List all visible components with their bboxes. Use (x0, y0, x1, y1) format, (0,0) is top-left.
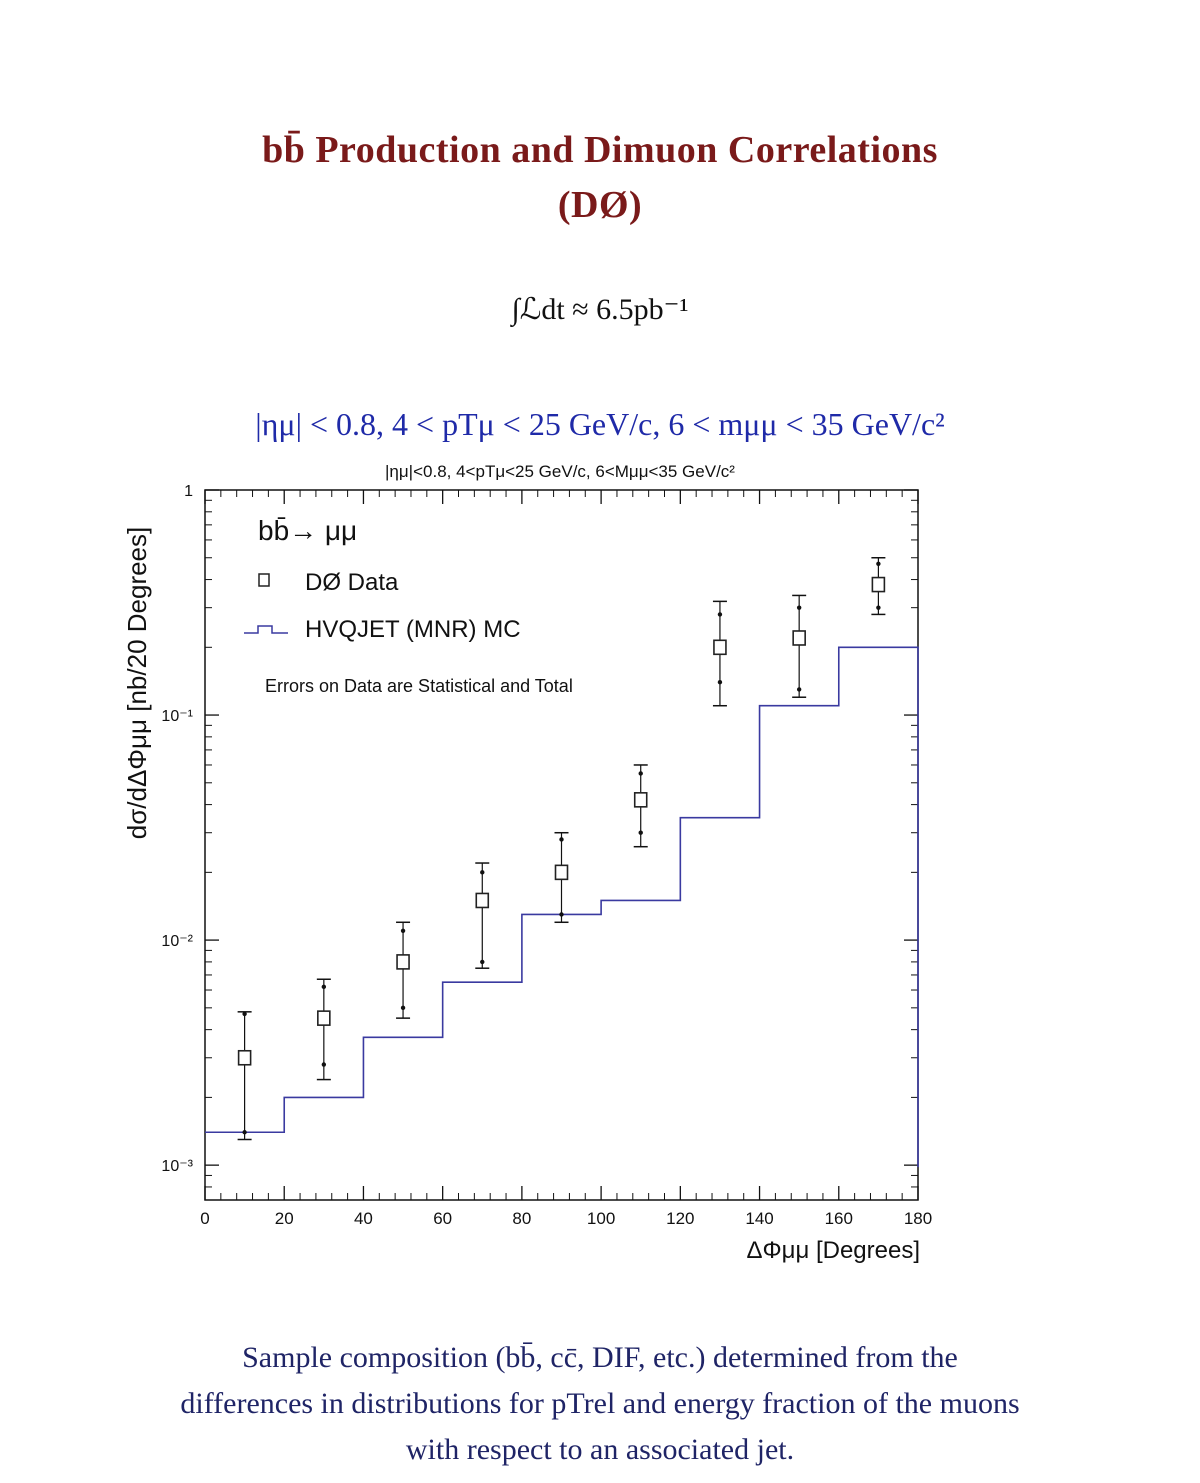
data-marker (792, 630, 806, 646)
data-marker (237, 1049, 252, 1066)
data-series (237, 556, 886, 1141)
stat-error-low-mark (638, 830, 643, 835)
legend-mc-label: HVQJET (MNR) MC (305, 616, 521, 643)
stat-error-low-mark (321, 1062, 327, 1067)
stat-error-high-mark (638, 771, 643, 776)
x-axis-label: ΔΦμμ [Degrees] (746, 1237, 920, 1264)
x-tick-label: 80 (512, 1209, 531, 1228)
x-tick-label: 120 (666, 1209, 694, 1228)
y-axis: 1 10⁻¹ 10⁻² 10⁻³ (161, 483, 918, 1201)
legend-data-marker (258, 573, 270, 587)
stat-error-low-mark (400, 1005, 406, 1011)
y-tick-label: 1 (184, 483, 193, 500)
data-point (316, 978, 331, 1081)
mc-histogram-line (205, 646, 919, 1168)
page-title-line2: (DØ) (557, 184, 643, 226)
data-point (475, 862, 490, 969)
y-tick-label: 10⁻² (161, 933, 193, 950)
stat-error-high-mark (796, 605, 802, 610)
chart-title: |ημ|<0.8, 4<pTμ<25 GeV/c, 6<Mμμ<35 GeV/c… (385, 462, 735, 481)
x-tick-label: 20 (275, 1209, 294, 1228)
caption-line3: with respect to an associated jet. (405, 1433, 795, 1466)
mc-histogram (205, 646, 919, 1168)
y-axis-label: dσ/dΔΦμμ [nb/20 Degrees] (122, 527, 152, 840)
caption: Sample composition (bb̄, cc̄, DIF, etc.)… (60, 1335, 1140, 1473)
stat-error-high-mark (559, 837, 564, 842)
stat-error-low-mark (242, 1130, 247, 1135)
stat-error-low-mark (559, 912, 564, 917)
x-tick-label: 60 (433, 1209, 452, 1228)
y-tick-label: 10⁻¹ (161, 708, 193, 725)
x-tick-label: 140 (745, 1209, 773, 1228)
x-tick-label: 100 (587, 1209, 615, 1228)
data-point (712, 600, 727, 707)
luminosity-label: ∫ℒdt ≈ 6.5pb⁻¹ (511, 293, 689, 326)
stat-error-low-mark (717, 679, 723, 685)
data-marker (396, 954, 410, 970)
data-marker (871, 576, 886, 593)
stat-error-low-mark (876, 605, 881, 610)
legend-process: bb̄→ μμ (258, 515, 357, 546)
stat-error-low-mark (796, 687, 802, 692)
data-marker (713, 639, 727, 656)
legend-data-label: DØ Data (305, 569, 399, 596)
data-marker (633, 792, 648, 808)
data-marker (317, 1010, 331, 1026)
x-tick-label: 180 (904, 1209, 932, 1228)
stat-error-high-mark (321, 984, 327, 990)
stat-error-low-mark (480, 959, 485, 965)
data-point (554, 831, 569, 924)
x-axis: 0 20 40 60 80 100 120 140 160 180 (200, 490, 932, 1228)
legend: bb̄→ μμ DØ Data HVQJET (MNR) MC Errors o… (244, 515, 573, 696)
x-tick-label: 0 (200, 1209, 209, 1228)
stat-error-high-mark (876, 561, 881, 566)
kinematic-cuts-label: |ημ| < 0.8, 4 < pTμ < 25 GeV/c, 6 < mμμ … (255, 406, 945, 442)
data-point (792, 594, 807, 698)
stat-error-high-mark (242, 1011, 247, 1017)
x-tick-label: 160 (825, 1209, 853, 1228)
data-point (237, 1011, 252, 1141)
data-point (871, 556, 886, 616)
y-tick-label: 10⁻³ (161, 1158, 193, 1175)
stat-error-high-mark (400, 928, 406, 933)
page-title-line1: bb̄ Production and Dimuon Correlations (262, 129, 938, 171)
legend-error-note: Errors on Data are Statistical and Total (265, 676, 573, 696)
data-marker (475, 892, 490, 909)
data-point (633, 764, 648, 848)
stat-error-high-mark (480, 870, 485, 875)
data-point (396, 921, 411, 1019)
caption-line1: Sample composition (bb̄, cc̄, DIF, etc.)… (242, 1341, 958, 1374)
legend-mc-line (244, 625, 288, 634)
x-tick-label: 40 (354, 1209, 373, 1228)
caption-line2: differences in distributions for pTrel a… (180, 1387, 1020, 1420)
data-marker (554, 864, 569, 881)
stat-error-high-mark (717, 612, 723, 617)
